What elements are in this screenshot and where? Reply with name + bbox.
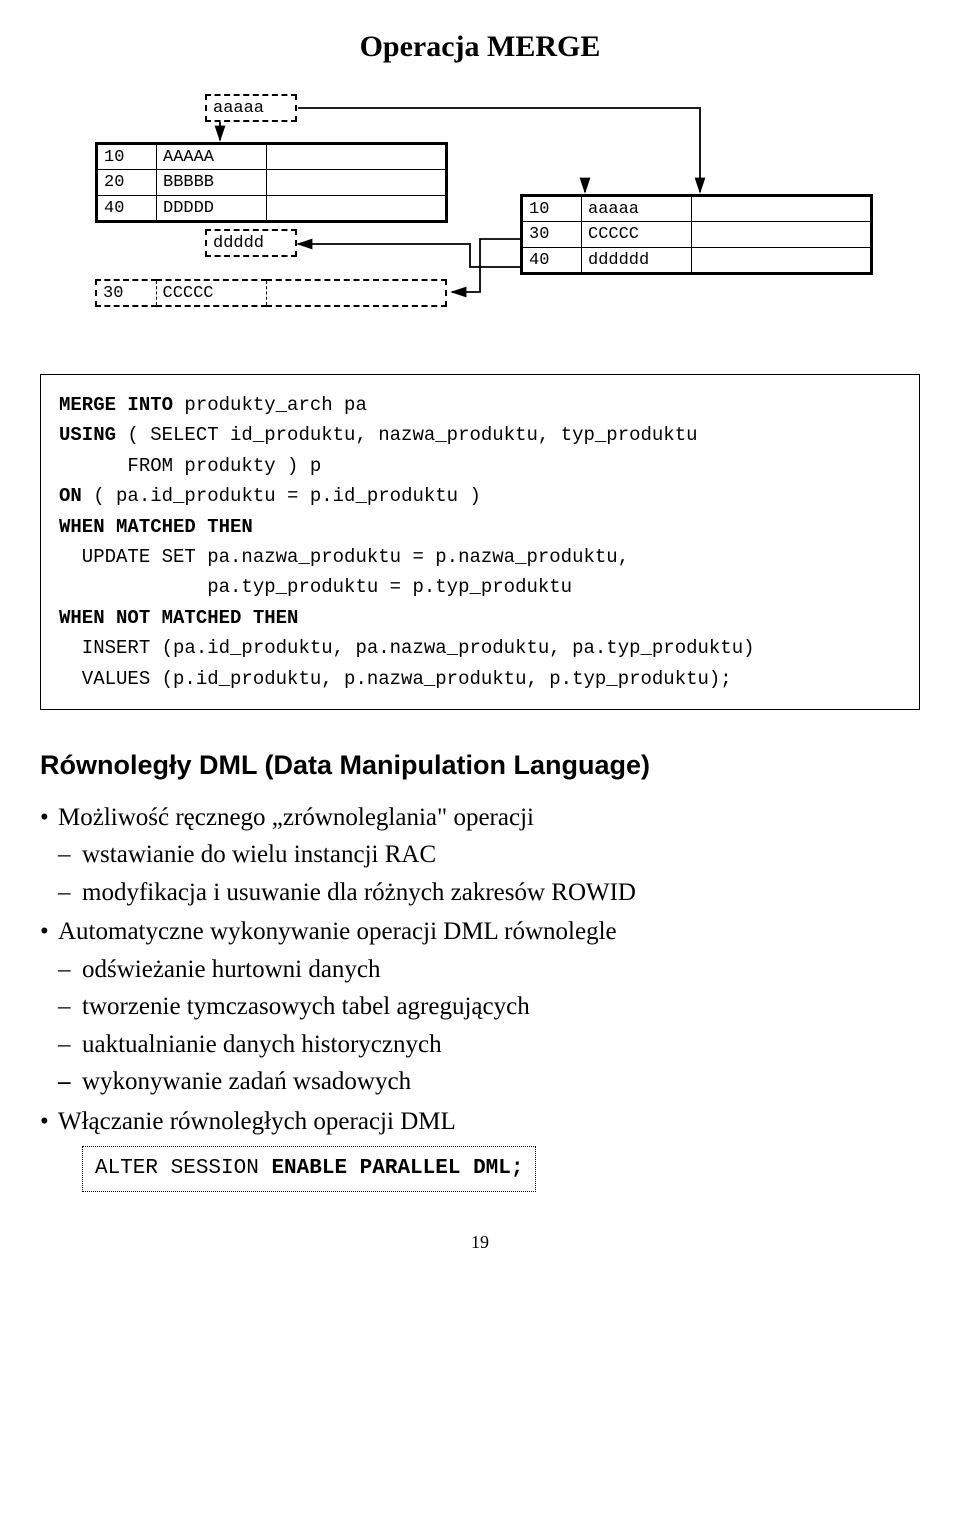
sub-5: uaktualnianie danych historycznych — [58, 1026, 920, 1064]
section-subtitle: Równoległy DML (Data Manipulation Langua… — [40, 750, 920, 781]
sql-code: MERGE INTO produkty_arch pa USING ( SELE… — [40, 374, 920, 710]
bullet-2: Automatyczne wykonywanie operacji DML ró… — [58, 918, 617, 945]
alter-session-cmd: ALTER SESSION ENABLE PARALLEL DML; — [82, 1146, 536, 1192]
bullet-1: Możliwość ręcznego „zrównoleglania" oper… — [58, 804, 534, 831]
sub-3: odświeżanie hurtowni danych — [58, 951, 920, 989]
sub-1: wstawianie do wielu instancji RAC — [58, 836, 920, 874]
bullet-3: Włączanie równoległych operacji DML — [58, 1108, 456, 1135]
merge-diagram: aaaaa 10 AAAAA 20 BBBBB 40 DDDDD ddddd 3… — [40, 94, 920, 354]
diagram-arrows — [40, 94, 920, 354]
sub-4: tworzenie tymczasowych tabel agregującyc… — [58, 988, 920, 1026]
sub-2: modyfikacja i usuwanie dla różnych zakre… — [58, 874, 920, 912]
bullet-list: Możliwość ręcznego „zrównoleglania" oper… — [40, 799, 920, 1192]
page-number: 19 — [40, 1232, 920, 1253]
sub-6: wykonywanie zadań wsadowych — [82, 1068, 411, 1095]
page-title: Operacja MERGE — [40, 30, 920, 64]
